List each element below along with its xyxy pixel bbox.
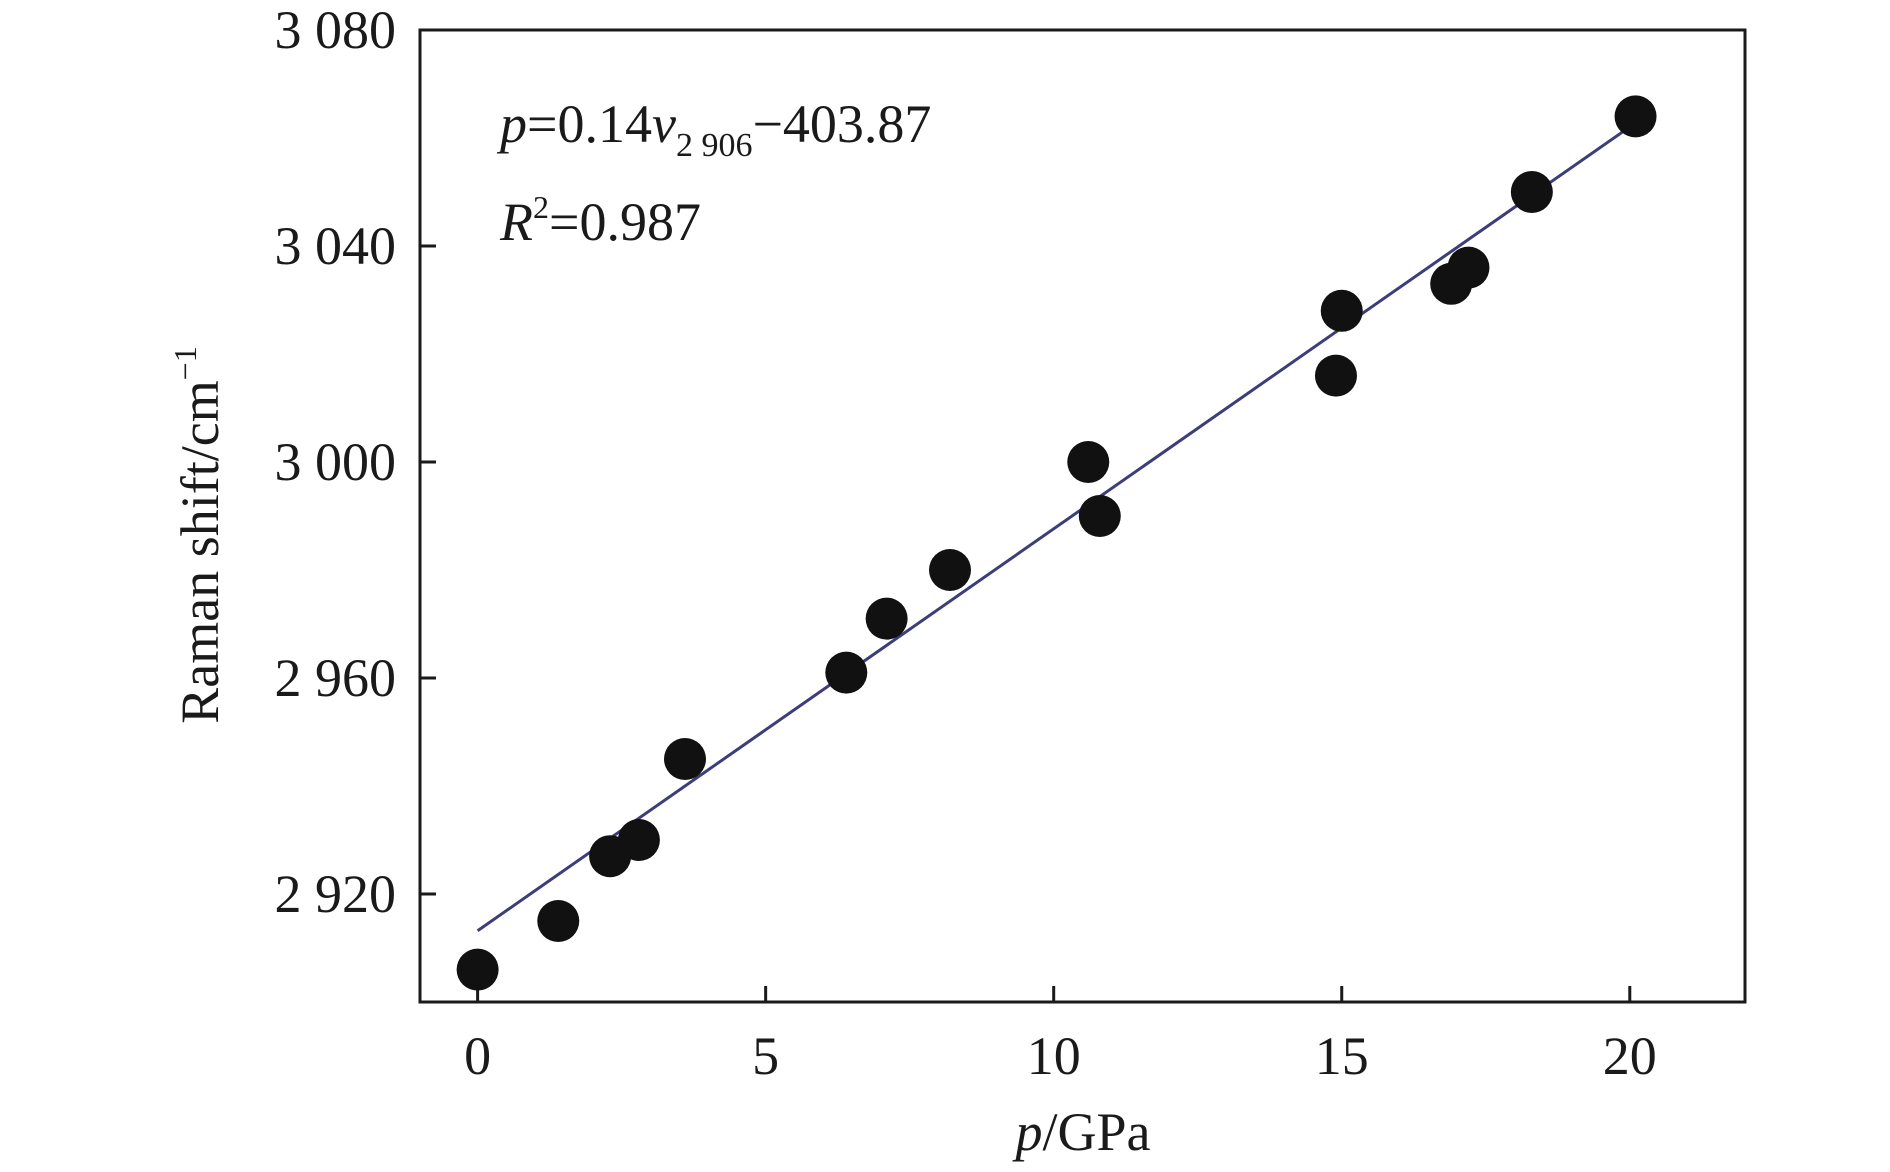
x-tick-label: 0 [464, 1026, 491, 1086]
fit-line [476, 121, 1637, 932]
data-point [865, 597, 908, 640]
x-axis-ticks: 0 5 10 15 20 [464, 986, 1657, 1086]
x-tick-label: 15 [1315, 1026, 1369, 1086]
data-point [1510, 171, 1553, 213]
data-point [1314, 354, 1357, 397]
data-point [1078, 495, 1121, 537]
data-point [825, 651, 868, 694]
y-tick-label: 3 080 [275, 0, 397, 60]
y-tick-label: 2 920 [275, 864, 397, 924]
fit-equation: p=0.14v2 906−403.87 [496, 94, 931, 164]
y-tick-label: 2 960 [275, 648, 397, 708]
x-tick-label: 20 [1603, 1026, 1657, 1086]
x-tick-label: 5 [752, 1026, 779, 1086]
x-tick-label: 10 [1027, 1026, 1081, 1086]
y-axis-ticks: 2 920 2 960 3 000 3 040 3 080 [275, 0, 436, 924]
data-point [537, 900, 580, 942]
fit-line-layer [476, 121, 1637, 932]
data-points [456, 95, 1657, 991]
data-point [1447, 246, 1490, 289]
r-squared: R2=0.987 [499, 189, 701, 252]
x-axis-title: p/GPa [1012, 1102, 1151, 1162]
data-point [1320, 289, 1363, 332]
plot-border [418, 28, 1747, 1004]
data-point [929, 549, 971, 591]
data-point [456, 948, 499, 991]
data-point [1614, 95, 1657, 138]
y-tick-label: 3 000 [275, 432, 397, 492]
data-point [617, 819, 660, 861]
y-tick-label: 3 040 [275, 216, 397, 276]
y-axis-title: Raman shift/cm−1 [167, 346, 230, 723]
plot-frame [418, 28, 1747, 1004]
data-point [664, 738, 706, 780]
data-point [1067, 441, 1110, 483]
